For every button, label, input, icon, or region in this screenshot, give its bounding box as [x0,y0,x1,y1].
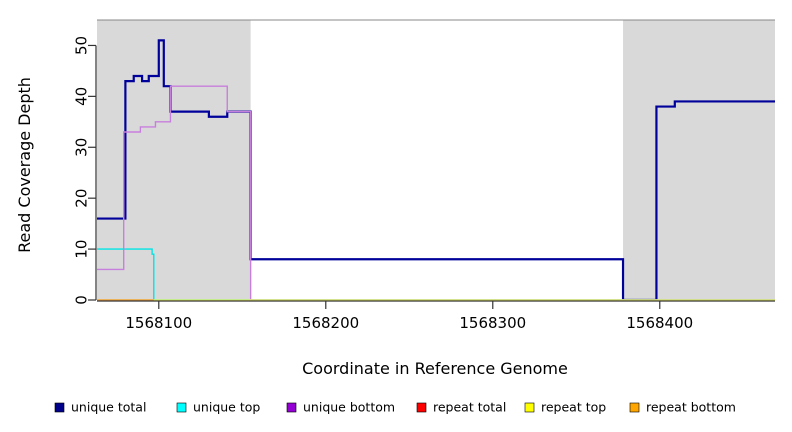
y-tick-label: 30 [73,138,91,157]
legend-swatch-repeat-top [524,402,535,413]
legend-label-unique-bottom: unique bottom [303,400,395,415]
legend: unique total unique top unique bottom repea… [54,400,736,415]
legend-swatch-unique-bottom [286,402,297,413]
legend-label-repeat-bottom: repeat bottom [646,400,736,415]
y-tick-label: 20 [73,189,91,208]
legend-swatch-unique-total [54,402,65,413]
x-tick-label: 1568200 [292,314,359,332]
legend-swatch-repeat-total [416,402,427,413]
y-tick-label: 40 [73,87,91,106]
x-tick-label: 1568400 [626,314,693,332]
y-axis-title: Read Coverage Depth [15,77,34,253]
x-axis-title: Coordinate in Reference Genome [302,359,568,378]
legend-label-unique-total: unique total [71,400,146,415]
y-tick-label: 10 [73,240,91,259]
series-unique-bottom [97,85,775,301]
y-tick-label: 50 [73,36,91,55]
repeat-region-left [97,20,251,300]
legend-label-unique-top: unique top [193,400,260,415]
x-axis: 1568100 1568200 1568300 1568400 [97,300,775,332]
y-axis: 0 10 20 30 40 50 [73,36,97,305]
legend-swatch-unique-top [176,402,187,413]
x-tick-label: 1568300 [459,314,526,332]
series-layer [97,39,775,302]
x-tick-label: 1568100 [125,314,192,332]
legend-swatch-repeat-bottom [629,402,640,413]
repeat-region-right [623,20,775,300]
legend-label-repeat-total: repeat total [433,400,506,415]
legend-label-repeat-top: repeat top [541,400,606,415]
shaded-regions [97,20,775,300]
y-tick-label: 0 [73,295,91,305]
